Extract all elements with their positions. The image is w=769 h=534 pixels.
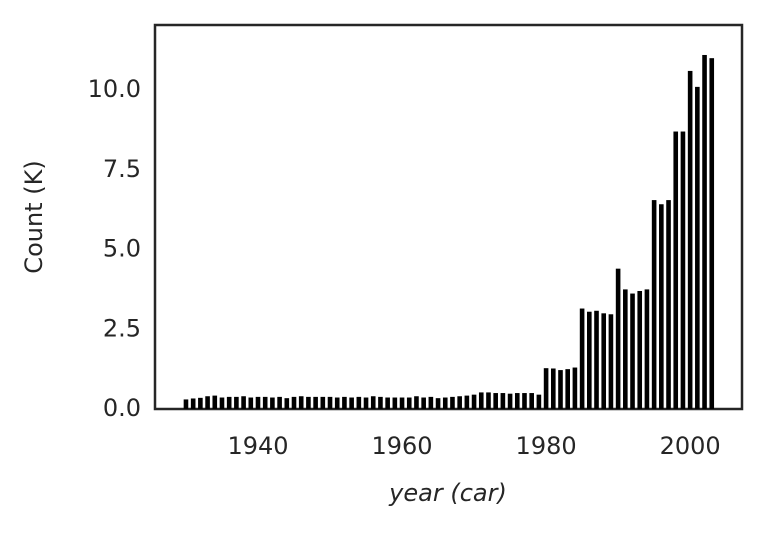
x-tick-label: 1940 [227, 432, 288, 460]
bar [522, 393, 527, 409]
bar [313, 396, 318, 409]
bar [183, 399, 189, 409]
bar [421, 397, 426, 409]
bar [486, 392, 491, 409]
bar [385, 397, 390, 409]
bar [594, 310, 599, 409]
bar [291, 396, 297, 409]
bar [414, 396, 419, 409]
bar [702, 54, 707, 409]
bar [270, 397, 275, 409]
bar [687, 70, 693, 409]
bar [651, 200, 657, 409]
bar [471, 394, 477, 409]
bar [262, 396, 268, 409]
bar [608, 314, 614, 409]
bar [406, 397, 412, 409]
bar [637, 290, 643, 409]
y-tick-label: 5.0 [103, 235, 141, 263]
bar [558, 370, 563, 409]
bar [666, 200, 671, 409]
bar [356, 396, 362, 409]
x-tick-label: 1960 [372, 432, 433, 460]
bar [543, 368, 549, 409]
bar [680, 131, 686, 410]
bar [659, 204, 664, 409]
bar [327, 396, 333, 409]
bar [241, 396, 246, 409]
y-tick-label: 10.0 [88, 75, 141, 103]
bar [205, 396, 210, 409]
bar [277, 396, 282, 409]
bar [392, 397, 398, 409]
bar [550, 368, 556, 409]
bar [529, 393, 534, 409]
bar [219, 397, 225, 409]
bar [500, 393, 506, 409]
y-tick-label: 0.0 [103, 394, 141, 422]
bar [349, 397, 354, 409]
bar [695, 86, 700, 410]
bar [363, 397, 369, 409]
bar [342, 396, 347, 409]
bar [378, 396, 383, 409]
bar [514, 393, 520, 409]
bar [226, 396, 232, 409]
bar [644, 289, 650, 409]
bar [435, 398, 441, 409]
bar [630, 293, 635, 409]
x-tick-label: 1980 [516, 432, 577, 460]
bar [190, 398, 196, 409]
bar [248, 397, 254, 409]
bar [507, 393, 513, 409]
y-tick-label: 7.5 [103, 155, 141, 183]
bar [255, 396, 261, 409]
bar [212, 395, 218, 409]
bar [450, 396, 455, 409]
x-tick-label: 2000 [660, 432, 721, 460]
bar [601, 313, 607, 409]
bar [536, 394, 542, 409]
bar [565, 369, 571, 409]
bar [673, 131, 679, 410]
bar [399, 397, 405, 409]
plot-frame [153, 23, 744, 411]
x-axis-label: year (car) [388, 479, 507, 507]
bar [320, 396, 326, 409]
bar [234, 396, 239, 409]
bar [334, 397, 340, 409]
bar [464, 395, 470, 409]
bar [457, 396, 462, 409]
bar [478, 392, 484, 409]
bar [284, 398, 290, 409]
bar [615, 268, 621, 409]
bar [572, 367, 578, 409]
bar [442, 397, 448, 409]
bar [306, 396, 311, 409]
bar [587, 311, 592, 409]
bar [579, 308, 585, 409]
bar [428, 396, 434, 409]
bar [623, 289, 628, 409]
y-axis-label: Count (K) [20, 160, 48, 273]
bar [493, 393, 498, 409]
bar [198, 397, 203, 409]
y-tick-label: 2.5 [103, 314, 141, 342]
bar [298, 396, 304, 409]
bar [370, 396, 376, 409]
bar [709, 58, 715, 409]
